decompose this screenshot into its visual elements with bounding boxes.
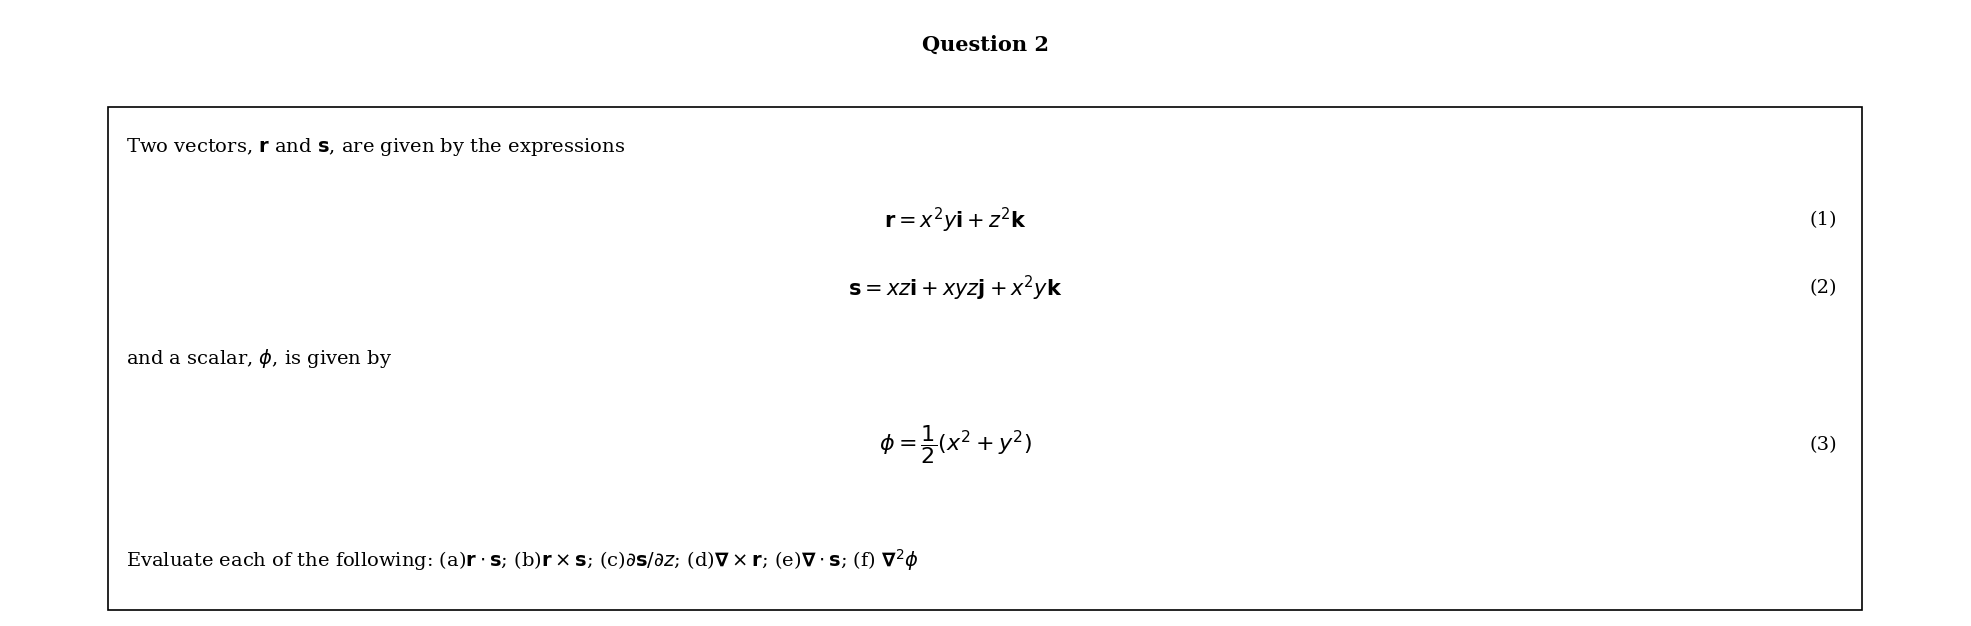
Text: (1): (1) bbox=[1809, 211, 1837, 229]
Text: Two vectors, $\mathbf{r}$ and $\mathbf{s}$, are given by the expressions: Two vectors, $\mathbf{r}$ and $\mathbf{s… bbox=[126, 136, 625, 158]
Text: $\mathbf{s} = xz\mathbf{i} + xyz\mathbf{j} + x^2y\mathbf{k}$: $\mathbf{s} = xz\mathbf{i} + xyz\mathbf{… bbox=[848, 274, 1062, 302]
Text: (2): (2) bbox=[1809, 279, 1837, 297]
Text: and a scalar, $\phi$, is given by: and a scalar, $\phi$, is given by bbox=[126, 347, 392, 369]
Text: $\mathbf{r} = x^2y\mathbf{i} + z^2\mathbf{k}$: $\mathbf{r} = x^2y\mathbf{i} + z^2\mathb… bbox=[883, 205, 1027, 235]
Text: (3): (3) bbox=[1809, 436, 1837, 454]
Text: Evaluate each of the following: (a)$\mathbf{r} \cdot \mathbf{s}$; (b)$\mathbf{r}: Evaluate each of the following: (a)$\mat… bbox=[126, 547, 918, 573]
Text: $\phi = \dfrac{1}{2}(x^2 + y^2)$: $\phi = \dfrac{1}{2}(x^2 + y^2)$ bbox=[879, 424, 1031, 466]
Text: Question 2: Question 2 bbox=[922, 35, 1049, 55]
Bar bbox=[108, 107, 1863, 610]
